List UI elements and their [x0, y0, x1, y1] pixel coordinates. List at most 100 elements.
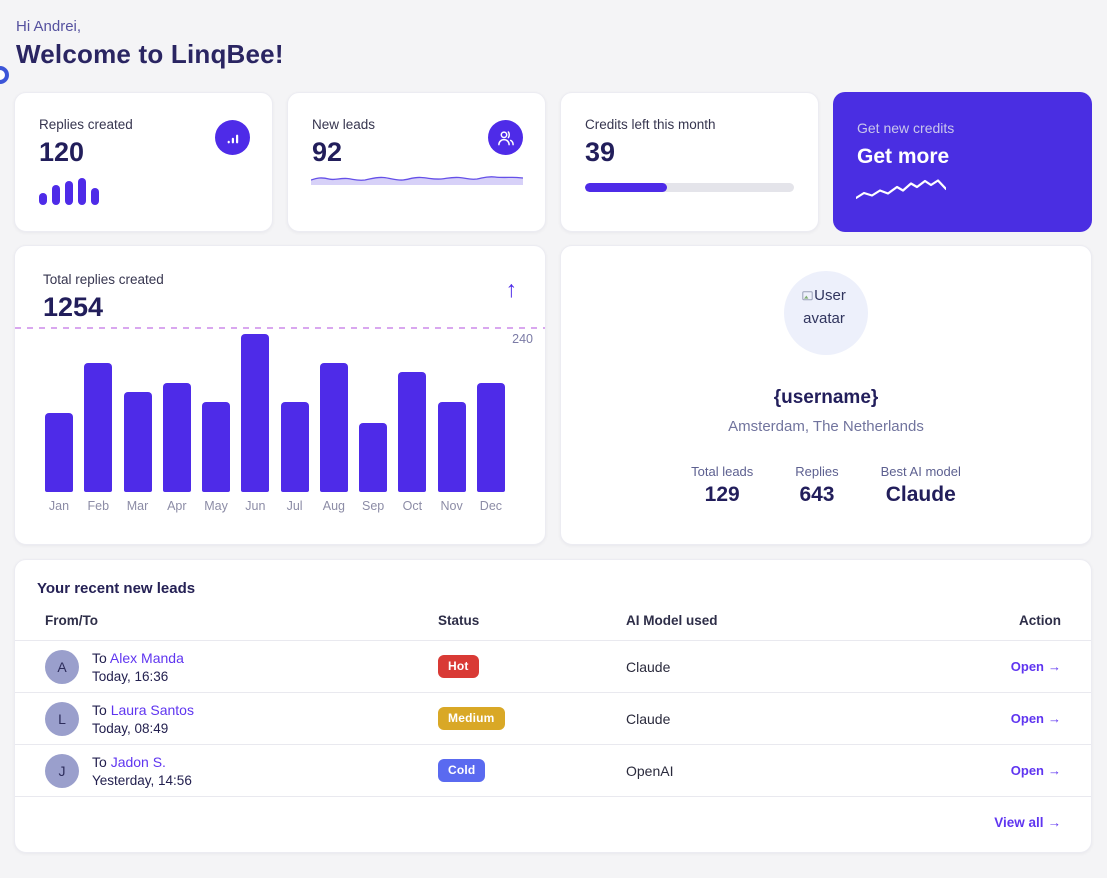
stat-label: Replies created	[39, 117, 133, 132]
lead-avatar: J	[45, 753, 79, 788]
bar-column: Aug	[319, 363, 348, 514]
arrow-right-icon: →	[1048, 658, 1061, 674]
broken-image-icon	[802, 291, 813, 301]
open-link[interactable]: Open →	[1010, 658, 1061, 674]
credits-progress-bar	[585, 183, 794, 192]
x-axis-tick-label: Jun	[245, 499, 266, 513]
x-axis-tick-label: Apr	[167, 499, 187, 513]
bar-column: Oct	[398, 372, 427, 514]
lead-avatar: L	[45, 701, 79, 736]
open-link[interactable]: Open →	[1010, 710, 1061, 726]
x-axis-tick-label: Jul	[286, 499, 303, 513]
lead-name-link[interactable]: Laura Santos	[110, 701, 194, 718]
x-axis-tick-label: May	[204, 499, 228, 513]
lead-time: Yesterday, 14:56	[92, 772, 192, 788]
credits-left-card: Credits left this month 39	[560, 92, 819, 232]
x-axis-tick-label: Nov	[440, 499, 463, 513]
greeting-text: Hi Andrei,	[16, 18, 82, 35]
x-axis-tick-label: Oct	[402, 499, 423, 513]
column-header-ai-model: AI Model used	[626, 613, 718, 628]
avatar-alt-text: User avatar	[802, 287, 846, 328]
lead-time: Today, 16:36	[92, 668, 169, 684]
promo-zigzag-sparkline	[856, 179, 946, 200]
replies-created-card: Replies created 120	[14, 92, 273, 232]
new-leads-sparkline	[311, 176, 523, 185]
lead-from-to-cell: J To Jadon S. Yesterday, 14:56	[45, 753, 438, 788]
arrow-right-icon: →	[1047, 815, 1062, 830]
x-axis-tick-label: Aug	[322, 499, 345, 513]
reference-line	[15, 327, 545, 329]
lead-name-link[interactable]: Jadon S.	[110, 753, 166, 770]
column-header-status: Status	[438, 613, 480, 628]
x-axis-tick-label: Mar	[126, 499, 149, 513]
stat-label: Total leads	[691, 464, 754, 479]
replies-sparkbar-chart	[39, 173, 99, 205]
table-row: L To Laura Santos Today, 08:49 Medium Cl…	[15, 693, 1091, 745]
page-header: Hi Andrei, Welcome to LinqBee!	[14, 18, 1092, 70]
status-badge: Cold	[438, 759, 486, 782]
get-more-credits-card[interactable]: Get new credits Get more	[833, 92, 1092, 232]
reference-line-label: 240	[512, 332, 533, 346]
monthly-replies-bar-chart: Jan Feb Mar Apr May Jun Jul Aug Sep Oct Nov Dec	[45, 328, 505, 514]
stat-label: Replies	[795, 464, 839, 479]
bar-column: Sep	[359, 423, 388, 514]
bar-column: Mar	[123, 392, 152, 514]
new-leads-card: New leads 92	[287, 92, 546, 232]
lead-name-link[interactable]: Alex Manda	[109, 649, 184, 666]
bar-column: Jan	[45, 413, 73, 514]
credits-progress-fill	[585, 183, 667, 192]
bar-column	[91, 188, 99, 205]
recent-leads-card: Your recent new leads From/To Status AI …	[14, 559, 1092, 853]
stat-label: Best AI model	[880, 464, 961, 479]
username: {username}	[773, 387, 879, 408]
profile-stat-total-leads: Total leads 129	[691, 464, 753, 507]
stat-value: 129	[704, 483, 740, 506]
stat-label: New leads	[312, 117, 376, 132]
chart-title: Total replies created	[43, 272, 164, 287]
stat-value: 39	[585, 137, 616, 167]
stats-row: Replies created 120 New leads 92	[14, 92, 1092, 232]
stat-value: 120	[39, 137, 85, 167]
table-row: A To Alex Manda Today, 16:36 Hot Claude …	[15, 641, 1091, 693]
edge-widget-button[interactable]	[0, 66, 9, 84]
stat-value: Claude	[885, 483, 956, 506]
bar-column: Jun	[241, 334, 270, 514]
lead-avatar: A	[45, 649, 79, 684]
x-axis-tick-label: Dec	[479, 499, 503, 513]
stat-label: Credits left this month	[585, 117, 716, 132]
x-axis-tick-label: Jan	[48, 499, 70, 513]
bar-column: Dec	[476, 383, 505, 514]
ai-model-cell: Claude	[626, 710, 671, 727]
trend-up-icon: ↑	[505, 276, 518, 302]
status-badge: Hot	[438, 655, 479, 678]
open-link[interactable]: Open →	[1010, 762, 1061, 778]
get-more-button[interactable]: Get more	[857, 145, 950, 168]
bar-column: Jul	[280, 402, 309, 514]
lead-time: Today, 08:49	[92, 720, 169, 736]
column-header-from-to: From/To	[45, 613, 98, 628]
lead-name-line: To Jadon S.	[92, 753, 166, 770]
status-badge: Medium	[438, 707, 505, 730]
ai-model-cell: OpenAI	[626, 762, 674, 779]
promo-label: Get new credits	[857, 120, 955, 136]
table-title: Your recent new leads	[37, 580, 196, 597]
bar-column	[52, 185, 60, 205]
table-footer: View all →	[15, 797, 1091, 838]
bar-column	[78, 178, 86, 205]
profile-stats: Total leads 129 Replies 643 Best AI mode…	[561, 464, 1091, 507]
profile-stat-replies: Replies 643	[795, 464, 838, 507]
arrow-right-icon: →	[1048, 710, 1061, 726]
view-all-link[interactable]: View all →	[994, 815, 1061, 830]
x-axis-tick-label: Sep	[362, 499, 385, 513]
users-icon	[488, 120, 523, 155]
total-replies-chart-card: Total replies created 1254 ↑ 240 Jan Feb M…	[14, 245, 546, 545]
ai-model-cell: Claude	[626, 658, 671, 675]
bar-column	[65, 181, 73, 205]
lead-from-to-cell: A To Alex Manda Today, 16:36	[45, 649, 438, 684]
bar-column: Feb	[84, 363, 113, 514]
bar-column: May	[202, 402, 231, 514]
column-header-action: Action	[1019, 613, 1061, 628]
lead-from-to-cell: L To Laura Santos Today, 08:49	[45, 701, 438, 736]
bar-column: Apr	[162, 383, 191, 514]
